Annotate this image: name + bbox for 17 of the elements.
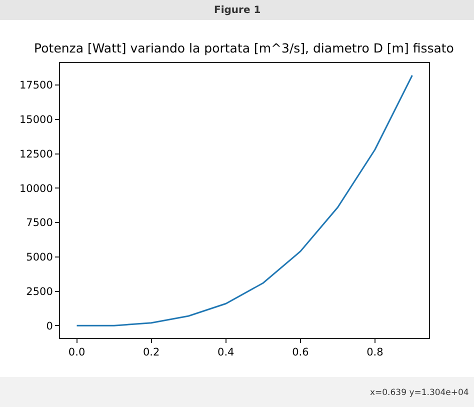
chart-title: Potenza [Watt] variando la portata [m^3/s], diametro D [m] fissato	[34, 40, 454, 56]
caption: Figure 1	[214, 5, 261, 16]
y-tick-label: 10000	[19, 182, 53, 195]
y-tick-label: 15000	[19, 114, 53, 126]
y-tick-label: 5000	[26, 252, 53, 264]
y-tick-label: 0	[46, 320, 53, 332]
y-tick-label: 7500	[26, 217, 53, 230]
y-tick-label: 2500	[26, 286, 53, 298]
text: x=0.639 y=1.304e+04	[370, 388, 469, 398]
y-tick-label: 12500	[19, 148, 53, 160]
x-tick-label: 0.6	[292, 346, 310, 359]
x-tick-label: 0.8	[366, 346, 384, 359]
y-tick-label: 17500	[19, 80, 53, 92]
line-series	[76, 74, 413, 326]
x-tick-label: 0.4	[218, 346, 235, 359]
x-tick-label: 0.0	[68, 346, 86, 359]
x-tick-label: 0.2	[142, 346, 160, 359]
